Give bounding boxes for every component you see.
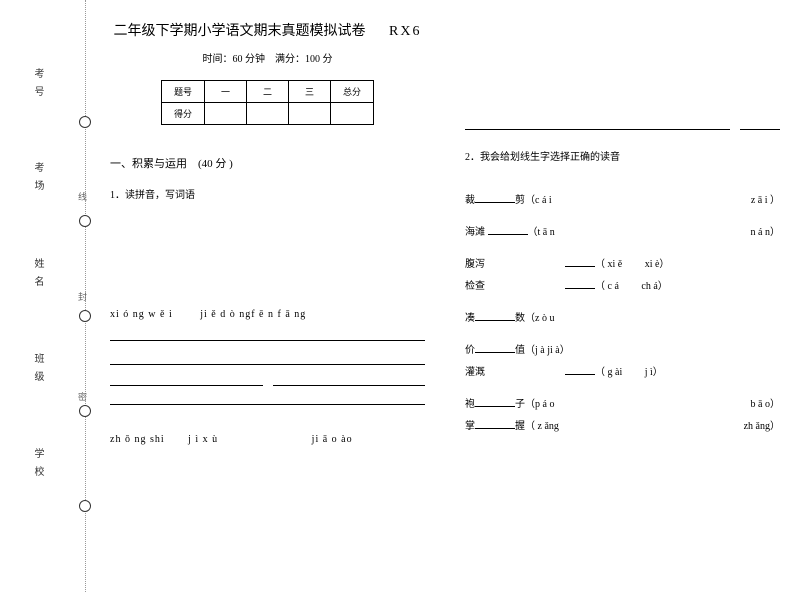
table-row: 得分 [161,103,373,125]
pinyin-row: xi ó ng w ě i ji ě d ò ngf ē n f ā ng [110,309,425,320]
binding-label: 考号 [30,68,45,104]
pinyin-choice-item: 腹泻 （ xi ě xi è） [465,257,780,273]
table-cell[interactable] [289,103,331,125]
binding-circle [79,116,91,128]
binding-circle [79,500,91,512]
blank-lines[interactable] [110,392,425,410]
choice: 数（z ò u [515,313,554,324]
table-cell: 三 [289,81,331,103]
exam-subtitle: 时间：60 分钟 满分：100 分 [110,50,425,65]
title-main: 二年级下学期小学语文期末真题模拟试卷 [114,24,366,39]
table-cell[interactable] [205,103,247,125]
choice: j ì） [645,367,663,378]
char: 价 [465,345,475,356]
cut-mark: 线 [78,190,87,203]
choice: 子（p á o [515,399,554,410]
choice: zh ǎng） [744,419,780,435]
choice: （ c á [595,281,619,292]
title-code: RX6 [389,24,421,39]
pinyin-choice-item: 掌 握（ z ǎng zh ǎng） [465,419,780,435]
binding-label: 姓名 [30,258,45,294]
blank-lines[interactable] [465,120,780,130]
choice: （t ā n [528,227,555,238]
pinyin-row: zh ō ng shi j ì x ù ji ā o ào [110,434,425,445]
table-cell[interactable] [247,103,289,125]
question-2: 2．我会给划线生字选择正确的读音 [465,148,780,163]
question-1: 1．读拼音，写词语 [110,186,425,201]
section-title: 一、积累与运用 (40 分 ) [110,155,425,171]
char: 海滩 [465,227,485,238]
char: 裁 [465,195,475,206]
choice: b ā o） [751,397,780,413]
char: 检查 [465,281,485,292]
pinyin-choice-item: 裁 剪（c á i z ā i ） [465,193,780,209]
blank-lines[interactable] [110,352,425,370]
pinyin-choice-item: 检查 （ c á ch á） [465,279,780,295]
answer-blank[interactable] [565,257,595,267]
choice: （ xi ě [595,259,622,270]
choice: 剪（c á i [515,195,552,206]
pinyin-text: zh ō ng shi [110,434,165,445]
char: 灌溉 [465,367,485,378]
char: 掌 [465,421,475,432]
cut-mark: 密 [78,390,87,403]
pinyin-choice-item: 价 值（j à ji à） [465,343,780,359]
right-column: 2．我会给划线生字选择正确的读音 裁 剪（c á i z ā i ） 海滩 （t … [445,20,780,572]
binding-label: 学校 [30,448,45,484]
table-row: 题号 一 二 三 总分 [161,81,373,103]
answer-blank[interactable] [475,419,515,429]
binding-label: 班级 [30,353,45,389]
answer-blank[interactable] [488,225,528,235]
answer-blank[interactable] [475,311,515,321]
choice: ch á） [641,281,667,292]
answer-blank[interactable] [475,397,515,407]
table-cell: 题号 [161,81,204,103]
choice: 握（ z ǎng [515,421,559,432]
blank-lines[interactable] [110,376,425,386]
choice: （ g ài [595,367,622,378]
exam-title: 二年级下学期小学语文期末真题模拟试卷 RX6 [110,20,425,40]
pinyin-choice-item: 凑 数（z ò u [465,311,780,327]
table-cell: 总分 [331,81,374,103]
answer-space[interactable] [110,219,425,309]
binding-circle [79,215,91,227]
choice: xi è） [645,259,670,270]
table-cell: 一 [205,81,247,103]
table-cell[interactable] [331,103,374,125]
binding-label: 考场 [30,162,45,198]
char: 腹泻 [465,259,485,270]
char: 凑 [465,313,475,324]
left-column: 二年级下学期小学语文期末真题模拟试卷 RX6 时间：60 分钟 满分：100 分… [110,20,445,572]
pinyin-choice-item: 海滩 （t ā n n á n） [465,225,780,241]
choice: 值（j à ji à） [515,345,570,356]
page-content: 二年级下学期小学语文期末真题模拟试卷 RX6 时间：60 分钟 满分：100 分… [110,20,780,572]
pinyin-text: j ì x ù [188,434,218,445]
answer-blank[interactable] [565,279,595,289]
pinyin-text: ji ě d ò ngf ē n f ā ng [200,309,306,320]
blank-lines[interactable] [110,328,425,346]
cut-mark: 封 [78,290,87,303]
choice: z ā i ） [751,193,780,209]
choice: n á n） [751,225,780,241]
answer-blank[interactable] [475,193,515,203]
answer-blank[interactable] [475,343,515,353]
pinyin-choice-item: 袍 子（p á o b ā o） [465,397,780,413]
table-cell: 得分 [161,103,204,125]
pinyin-text: ji ā o ào [312,434,353,445]
table-cell: 二 [247,81,289,103]
binding-circle [79,310,91,322]
char: 袍 [465,399,475,410]
binding-circle [79,405,91,417]
pinyin-text: xi ó ng w ě i [110,309,173,320]
score-table: 题号 一 二 三 总分 得分 [161,80,374,125]
answer-blank[interactable] [565,365,595,375]
pinyin-choice-item: 灌溉 （ g ài j ì） [465,365,780,381]
